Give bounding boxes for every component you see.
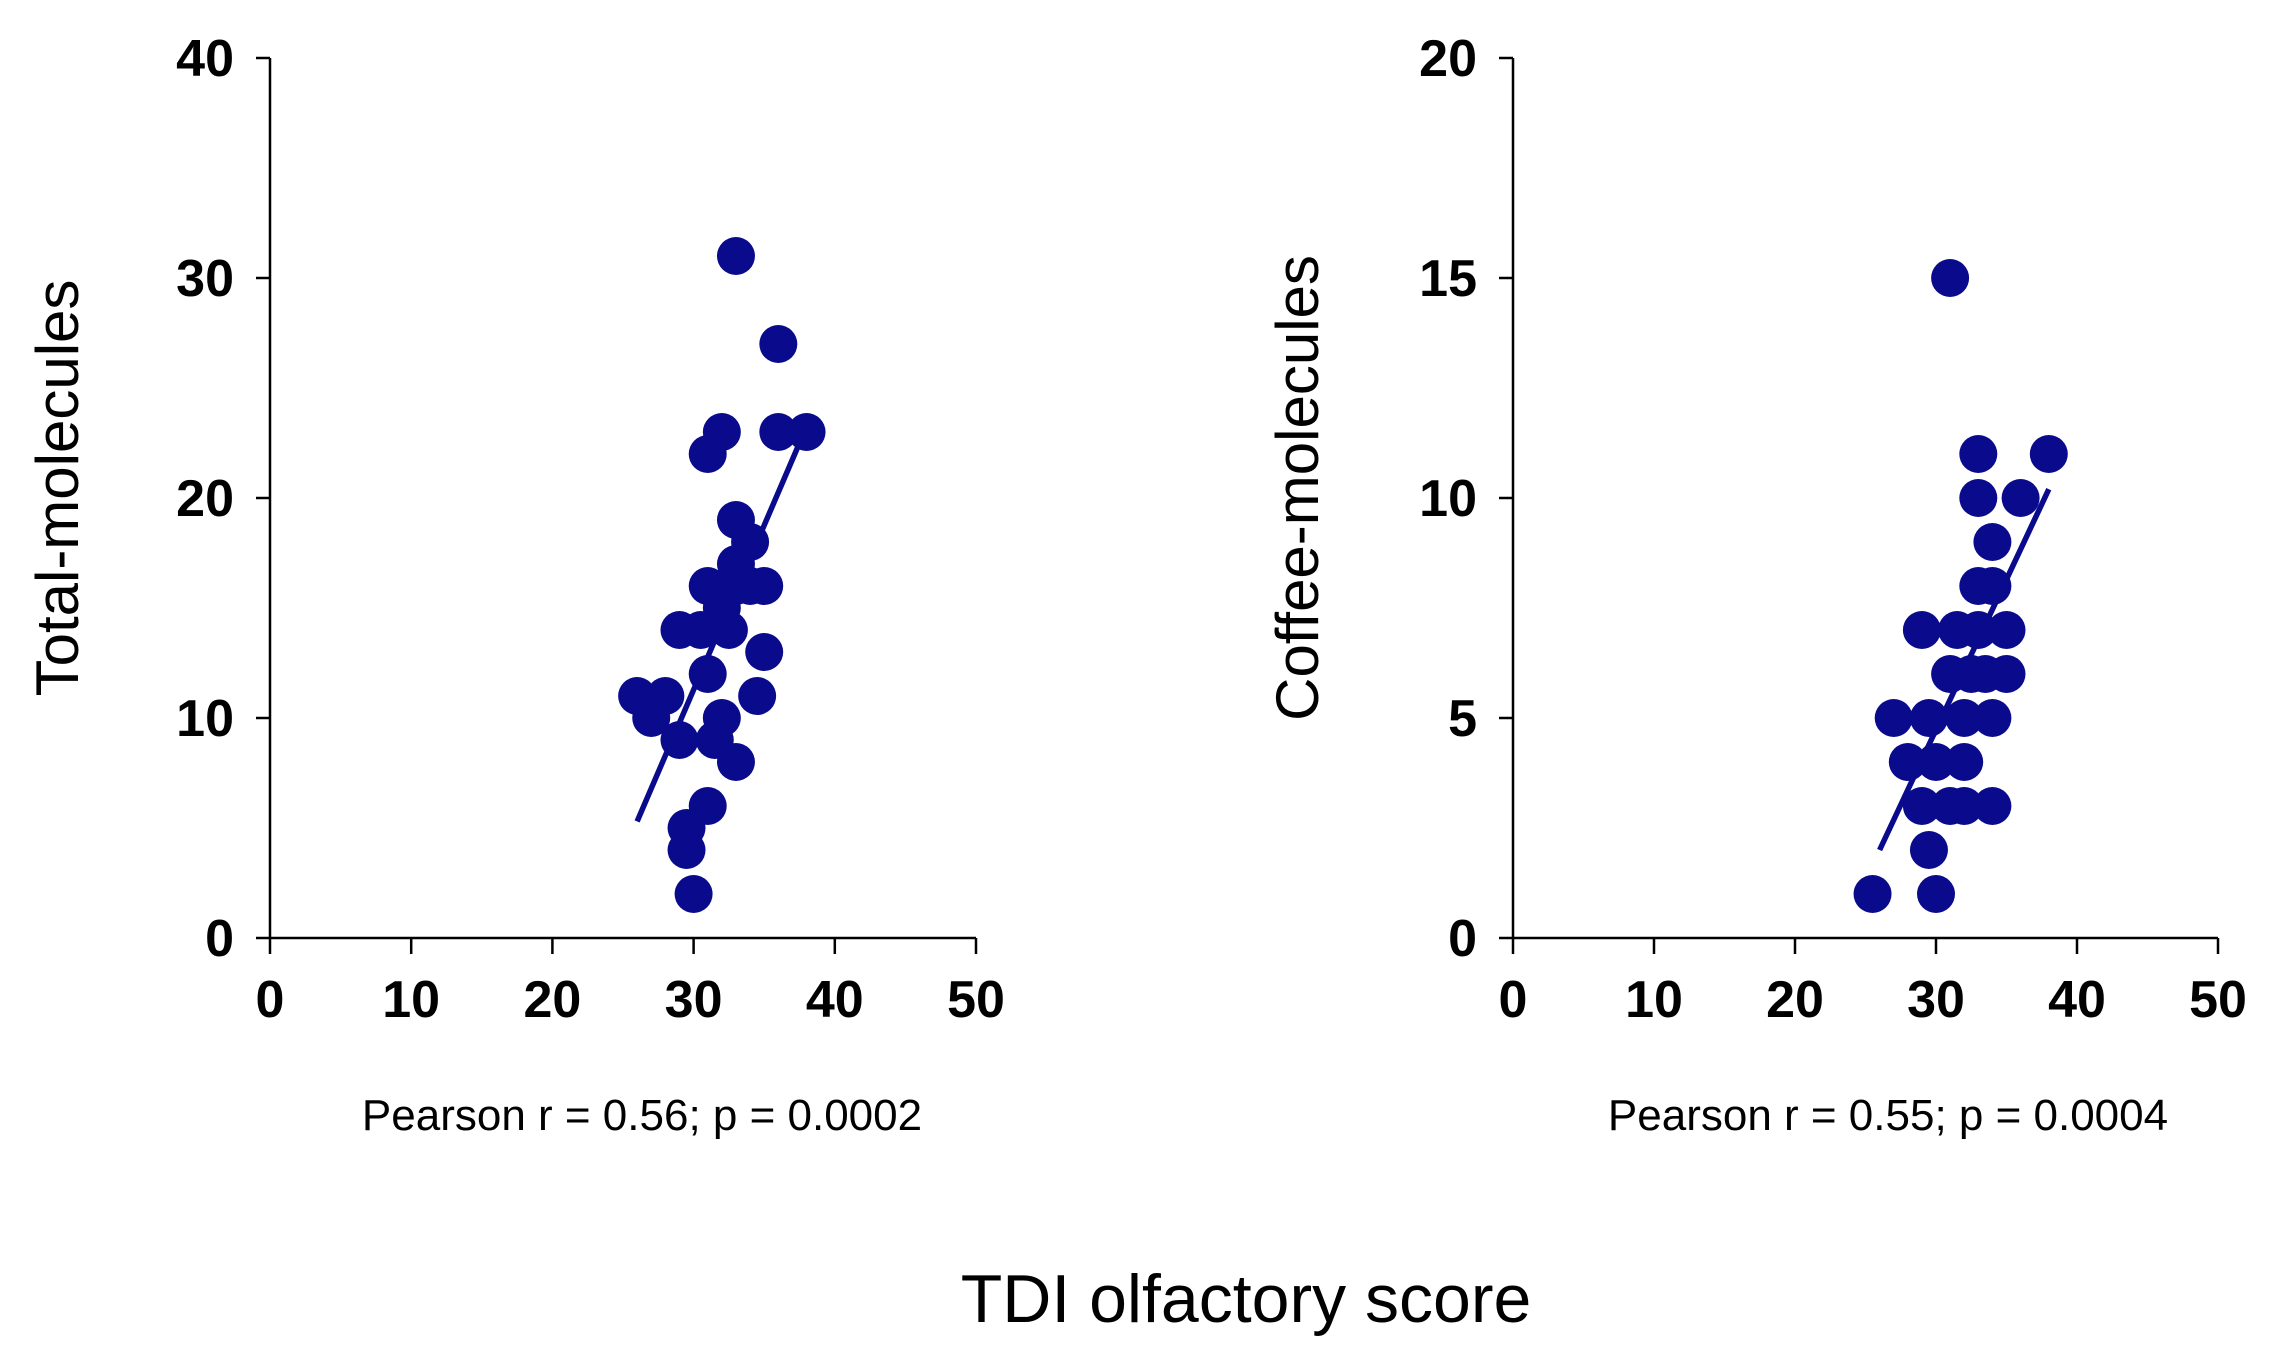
shared-x-axis-title: TDI olfactory score [961, 1261, 1532, 1337]
panel-coffee-molecules-data-point [1987, 611, 2026, 649]
panel-coffee-molecules-y-tick-label: 20 [1419, 30, 1477, 88]
panel-coffee-molecules-trend-line [1877, 488, 2052, 852]
panel-coffee-molecules-data-point [1917, 875, 1955, 913]
panel-total-molecules-data-point [787, 413, 826, 451]
panel-coffee-molecules-data-point [1973, 523, 2012, 561]
panel-coffee-molecules-data-point [1973, 787, 2012, 825]
panel-coffee-molecules-data-point [1902, 787, 1941, 825]
panel-total-molecules-data-point [702, 413, 741, 451]
panel-coffee-molecules-x-tick-label: 40 [2048, 971, 2106, 1029]
panel-total-molecules-data-point [738, 677, 777, 715]
panel-total-molecules-trend-line [634, 441, 803, 823]
panel-coffee-molecules-data-point [1902, 611, 1941, 649]
panel-total-molecules-data-point [716, 237, 755, 275]
panel-coffee-molecules-x-tick-label: 50 [2189, 971, 2247, 1029]
panel-total-molecules-data-point [745, 567, 784, 605]
panel-total-molecules-data-point [702, 699, 741, 737]
panel-total-molecules-data-point [716, 743, 755, 781]
panel-total-molecules-data-point [759, 413, 798, 451]
panel-total-molecules-y-tick-label: 30 [176, 250, 234, 308]
panel-coffee-molecules: Coffee-molecules Pearson r = 0.55; p = 0… [1264, 30, 2247, 1140]
panel-coffee-molecules-data-point [1987, 655, 2026, 693]
panel-coffee-molecules-data-point [1959, 479, 1998, 517]
panel-total-molecules-ylabel: Total-molecules [24, 280, 91, 697]
panel-coffee-molecules-data-point [2029, 435, 2068, 473]
panel-total-molecules-stat-annotation: Pearson r = 0.56; p = 0.0002 [362, 1091, 922, 1140]
panel-coffee-molecules-data-point [1853, 875, 1892, 913]
panel-coffee-molecules-data-point [1945, 787, 1984, 825]
panel-coffee-molecules-data-point [1945, 743, 1984, 781]
panel-coffee-molecules-data-point [1931, 259, 1970, 297]
panel-total-molecules-data-point [745, 633, 784, 671]
panel-coffee-molecules-x-tick-label: 20 [1766, 971, 1824, 1029]
panel-coffee-molecules-y-tick-label: 5 [1448, 690, 1477, 748]
panel-total-molecules-y-tick-label: 40 [176, 30, 234, 88]
panel-total-molecules-x-tick-label: 40 [806, 971, 864, 1029]
panel-total-molecules-x-tick-label: 30 [665, 971, 723, 1029]
panel-coffee-molecules-data-point [1959, 435, 1998, 473]
panel-coffee-molecules-y-tick-label: 0 [1448, 910, 1477, 968]
panel-coffee-molecules-data-point [2001, 479, 2040, 517]
panel-total-molecules-data-point [667, 831, 706, 869]
panel-coffee-molecules-stat-annotation: Pearson r = 0.55; p = 0.0004 [1608, 1091, 2168, 1140]
panel-total-molecules-data-point [759, 325, 798, 363]
panel-coffee-molecules-x-tick-label: 10 [1625, 971, 1683, 1029]
panel-total-molecules-x-tick-label: 10 [382, 971, 440, 1029]
panel-coffee-molecules-y-tick-label: 15 [1419, 250, 1477, 308]
panel-coffee-molecules-data-point [1945, 699, 1984, 737]
panel-coffee-molecules-ylabel: Coffee-molecules [1264, 255, 1331, 721]
panel-coffee-molecules-data-point [1909, 831, 1948, 869]
panel-total-molecules-data-point [709, 611, 748, 649]
panel-coffee-molecules-x-tick-label: 30 [1907, 971, 1965, 1029]
panel-total-molecules-data-point [688, 787, 727, 825]
panel-total-molecules: Total-molecules Pearson r = 0.56; p = 0.… [24, 30, 1005, 1140]
panel-total-molecules-y-tick-label: 20 [176, 470, 234, 528]
panel-total-molecules-data-point [646, 677, 685, 715]
panel-total-molecules-y-tick-label: 10 [176, 690, 234, 748]
panel-coffee-molecules-data-point [1973, 699, 2012, 737]
panel-coffee-molecules-data-point [1874, 699, 1913, 737]
panel-total-molecules-x-tick-label: 20 [523, 971, 581, 1029]
panel-coffee-molecules-x-tick-label: 0 [1499, 971, 1528, 1029]
panel-total-molecules-x-tick-label: 0 [256, 971, 285, 1029]
panel-total-molecules-data-point [674, 875, 713, 913]
panel-total-molecules-x-tick-label: 50 [947, 971, 1005, 1029]
panel-coffee-molecules-y-tick-label: 10 [1419, 470, 1477, 528]
panel-total-molecules-y-tick-label: 0 [205, 910, 234, 968]
